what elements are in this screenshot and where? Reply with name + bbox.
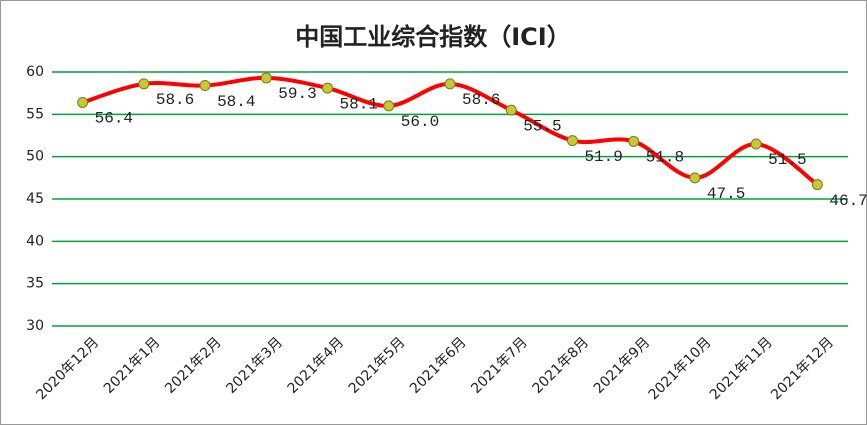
point — [260, 72, 272, 84]
value-label: 56.0 — [401, 113, 439, 131]
value-label: 55.5 — [523, 117, 561, 135]
point — [322, 82, 334, 94]
value-label: 46.7 — [829, 192, 867, 210]
point — [383, 100, 395, 112]
y-tick-label: 45 — [26, 191, 44, 207]
point — [811, 179, 823, 191]
value-label: 47.5 — [707, 185, 745, 203]
value-label: 51.9 — [584, 148, 622, 166]
point — [689, 172, 701, 184]
y-tick-label: 55 — [26, 106, 44, 122]
y-tick-label: 35 — [26, 276, 44, 292]
value-label: 51.5 — [768, 151, 806, 169]
y-tick-label: 30 — [26, 318, 44, 334]
point — [628, 135, 640, 147]
value-label: 58.6 — [156, 91, 194, 109]
chart-title: 中国工业综合指数（ICI） — [295, 23, 570, 51]
value-label: 58.4 — [217, 93, 255, 111]
y-tick-label: 60 — [26, 64, 44, 80]
point — [138, 78, 150, 90]
point — [566, 135, 578, 147]
point — [750, 138, 762, 150]
point — [199, 80, 211, 92]
point — [77, 96, 89, 108]
value-label: 58.1 — [340, 95, 378, 113]
point — [505, 104, 517, 116]
value-label: 58.6 — [462, 91, 500, 109]
y-tick-label: 40 — [26, 233, 44, 249]
value-label: 59.3 — [278, 85, 316, 103]
point — [444, 78, 456, 90]
value-label: 56.4 — [95, 110, 133, 128]
y-tick-label: 50 — [26, 149, 44, 165]
value-label: 51.8 — [646, 149, 684, 167]
